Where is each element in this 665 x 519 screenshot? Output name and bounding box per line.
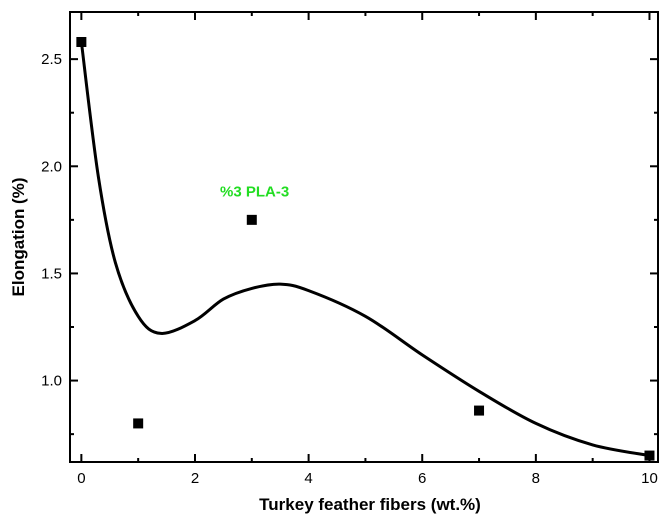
axis-ticks [70,12,658,462]
data-point [246,214,257,225]
annotation-label: %3 PLA-3 [220,183,289,200]
fit-curve [79,41,650,458]
data-point [474,405,485,416]
data-point [76,37,87,47]
data-point [133,418,144,429]
x-tick-label: 6 [418,470,426,487]
data-points [76,37,655,461]
plot-frame [69,11,659,463]
y-tick-label: 2.5 [41,51,62,68]
annotations: %3 PLA-3 [220,183,289,200]
x-tick-label: 2 [191,470,199,487]
x-tick-label: 0 [77,470,85,487]
y-tick-label: 2.0 [41,158,62,175]
data-point [644,450,655,461]
x-tick-label: 4 [304,470,312,487]
x-tick-label: 10 [641,470,658,487]
x-axis-title: Turkey feather fibers (wt.%) [259,495,481,514]
tick-labels: 0 2 4 6 8 10 1.0 1.5 2.0 2.5 [41,51,658,487]
y-axis-title: Elongation (%) [9,178,28,297]
y-tick-label: 1.0 [41,373,62,390]
x-tick-label: 8 [532,470,540,487]
y-tick-label: 1.5 [41,265,62,282]
